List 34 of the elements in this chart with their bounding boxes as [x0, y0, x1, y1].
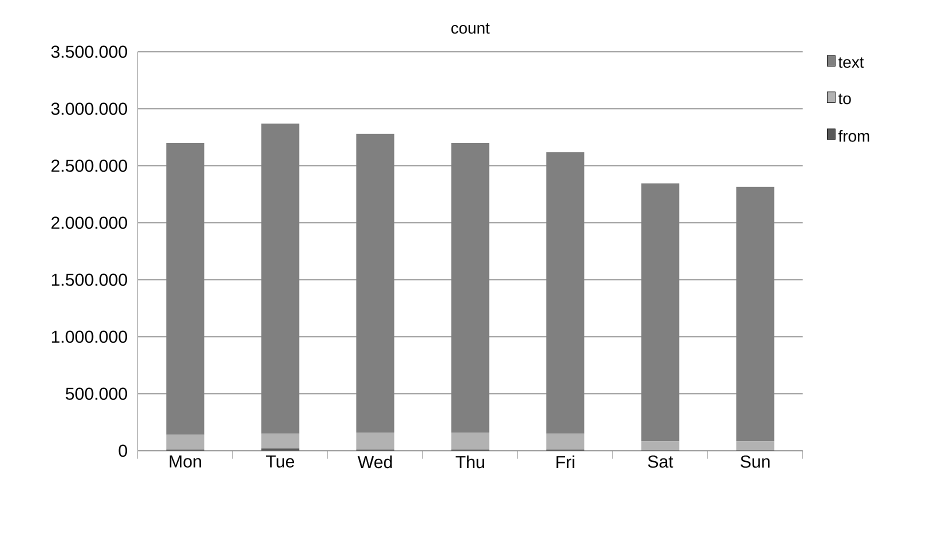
y-tick-label: 500.000 [66, 388, 128, 400]
x-tick-label: Sat [648, 455, 674, 468]
x-tick-label: Wed [358, 455, 392, 468]
y-tick-label: 3.000.000 [51, 102, 128, 115]
x-tick-label: Thu [456, 455, 484, 468]
y-tick-label: 1.500.000 [52, 274, 128, 286]
y-tick-label: 2.000.000 [51, 216, 128, 229]
bar [736, 186, 774, 442]
legend-label: from [838, 130, 870, 142]
x-tick-label: Tue [266, 455, 294, 468]
bar [261, 124, 300, 434]
x-tick-label: Sun [740, 455, 770, 468]
bar [451, 142, 490, 433]
y-tick-label: 3.500.000 [51, 46, 128, 58]
bar [546, 152, 584, 434]
bar [166, 142, 204, 435]
y-tick-label: 0 [118, 444, 128, 457]
bar [641, 441, 680, 450]
bar [451, 432, 490, 450]
bar [356, 432, 394, 450]
y-tick-label: 2.500.000 [51, 160, 128, 172]
x-tick-label: Mon [170, 455, 201, 468]
bar [736, 441, 774, 450]
bar [166, 434, 204, 450]
bar [641, 183, 680, 442]
bar [546, 434, 584, 450]
chart-title: count [451, 23, 490, 34]
legend-label: to [838, 94, 851, 104]
bar [261, 448, 300, 451]
bar [356, 134, 394, 433]
y-tick-label: 1.000.000 [52, 330, 128, 343]
bar [261, 434, 300, 448]
legend-label: text [838, 57, 864, 68]
x-tick-label: Fri [556, 455, 574, 468]
